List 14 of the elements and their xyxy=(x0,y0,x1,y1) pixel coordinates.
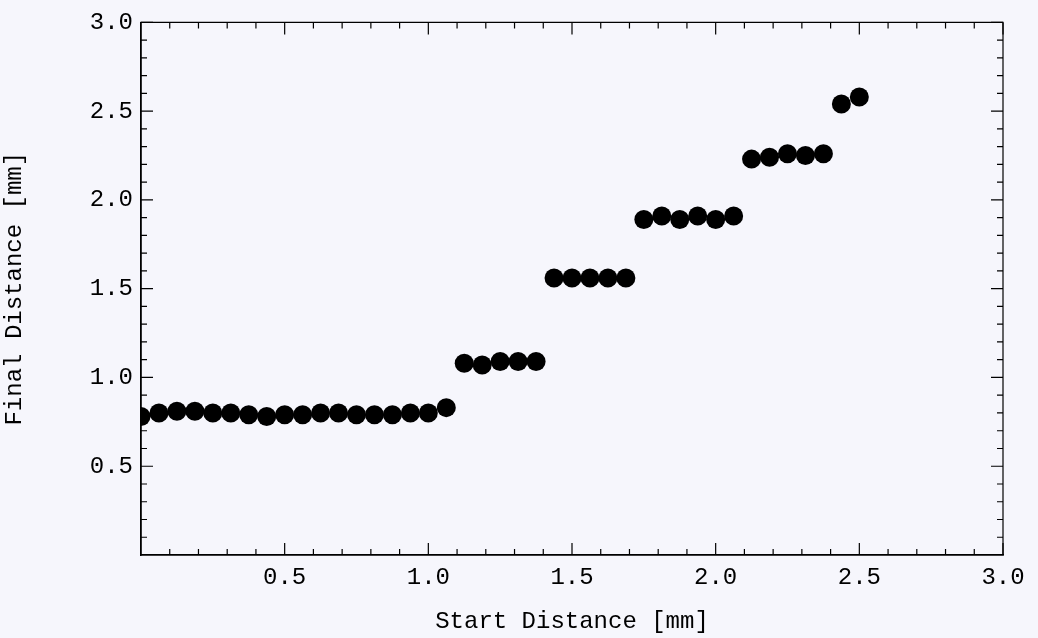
y-axis-title: Final Distance [mm] xyxy=(0,151,28,426)
y-tick-label: 0.5 xyxy=(89,452,133,480)
x-tick-label: 2.5 xyxy=(837,563,881,591)
y-tick-label: 1.0 xyxy=(89,363,133,391)
y-tick-label: 2.5 xyxy=(89,97,133,125)
x-tick-label: 0.5 xyxy=(263,563,307,591)
x-axis-title: Start Distance [mm] xyxy=(435,607,709,635)
x-tick-label: 1.0 xyxy=(406,563,450,591)
x-tick-label: 1.5 xyxy=(550,563,594,591)
y-tick-label: 2.0 xyxy=(89,186,133,214)
y-tick-label: 3.0 xyxy=(89,8,133,36)
x-tick-label: 2.0 xyxy=(694,563,738,591)
y-tick-label: 1.5 xyxy=(89,275,133,303)
x-tick-label: 3.0 xyxy=(981,563,1025,591)
